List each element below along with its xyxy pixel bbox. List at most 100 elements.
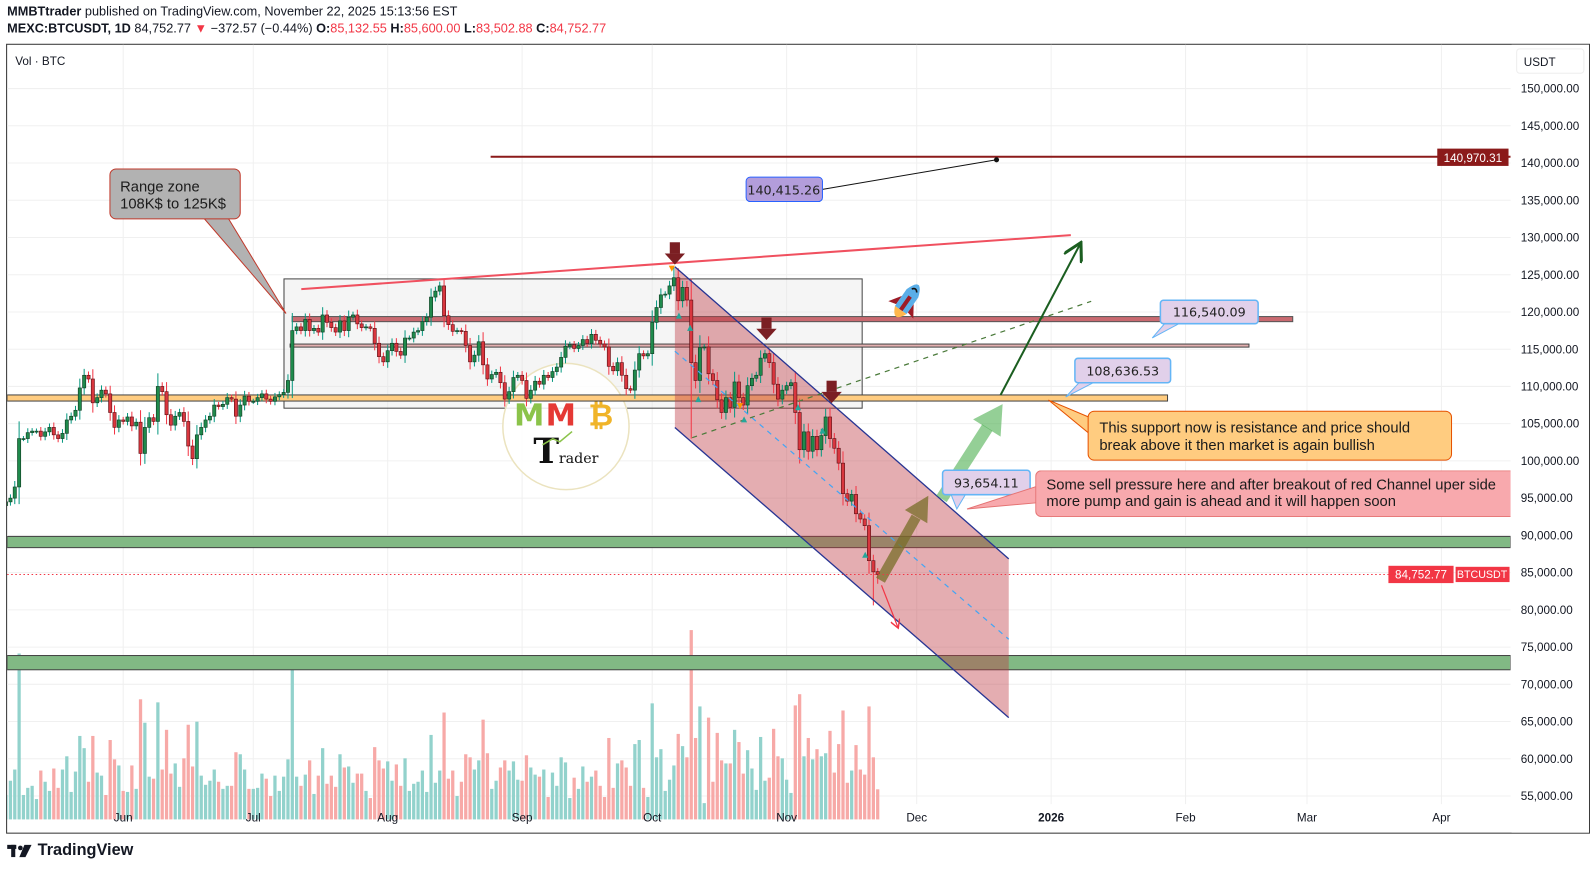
volume-bar — [477, 760, 481, 820]
sell-pressure-note-text-1: Some sell pressure here and after breako… — [1046, 477, 1497, 494]
low-label: L: — [463, 21, 477, 36]
resistance-note-callout[interactable]: This support now is resistance and price… — [1048, 399, 1453, 461]
candle — [750, 377, 754, 386]
price-tick-label: 120,000.00 — [1521, 306, 1580, 319]
sell-pressure-note-callout[interactable]: Some sell pressure here and after breako… — [1035, 470, 1511, 518]
candle — [86, 374, 91, 380]
price-tick-label: 55,000.00 — [1521, 790, 1573, 803]
candle — [7, 501, 9, 506]
candle — [260, 393, 264, 398]
candle — [520, 374, 525, 381]
candle — [819, 435, 824, 451]
price-label-108k[interactable]: 108,636.53 — [1065, 357, 1172, 398]
candle — [723, 397, 728, 413]
volume-legend[interactable]: Vol · BTC — [15, 55, 65, 68]
open-value: 85,132.55 — [330, 21, 387, 36]
candle — [797, 412, 802, 451]
volume-bar — [568, 798, 572, 820]
price-tick-label: 60,000.00 — [1521, 753, 1573, 766]
candle — [277, 394, 282, 398]
tradingview-logo[interactable]: TradingView — [7, 842, 133, 860]
candle — [632, 369, 637, 391]
volume-bar — [581, 766, 585, 820]
close-value: 84,752.77 — [549, 21, 607, 36]
channel-upper-line[interactable] — [674, 266, 1010, 560]
level-line-116k[interactable] — [289, 343, 1250, 348]
volume-bar — [876, 789, 880, 820]
time-axis[interactable]: Jun Jul Aug Sep Oct Nov Dec 2026 Feb Mar Apr — [114, 811, 1451, 824]
candle — [307, 319, 312, 331]
volume-bar — [412, 783, 416, 820]
volume-bar — [555, 785, 559, 820]
price-axis-ticks: 150,000.00 145,000.00 140,000.00 135,000.00… — [1521, 83, 1580, 803]
volume-bar — [693, 737, 698, 820]
volume-bar — [156, 702, 160, 820]
volume-bar — [91, 735, 95, 820]
level-price-tag-text: 140,970.31 — [1444, 152, 1503, 165]
candle — [247, 395, 251, 402]
trend-line-red[interactable] — [301, 234, 1071, 291]
candle — [338, 320, 342, 333]
volume-bar — [867, 706, 871, 820]
volume-bar — [186, 724, 190, 820]
volume-bar — [659, 749, 663, 820]
volume-bar — [43, 781, 47, 820]
candle — [719, 399, 724, 413]
volume-bar — [199, 775, 203, 820]
price-tick-label: 150,000.00 — [1521, 83, 1580, 96]
support-band-73k[interactable] — [7, 655, 1511, 671]
volume-bar — [850, 770, 854, 820]
price-tick-label: 80,000.00 — [1521, 604, 1573, 617]
volume-bar — [160, 769, 164, 820]
price-label-116k[interactable]: 116,540.09 — [1151, 299, 1259, 339]
candle — [841, 462, 845, 494]
candle — [186, 421, 191, 447]
candle — [147, 417, 152, 428]
drop-arrow-icon[interactable] — [880, 585, 898, 627]
volume-bar — [819, 756, 823, 820]
candle — [810, 436, 815, 452]
candle — [51, 427, 56, 436]
resistance-band-119k[interactable] — [291, 316, 1294, 323]
volume-bar — [524, 755, 529, 820]
candle — [433, 290, 438, 298]
arrow-down-icon[interactable] — [821, 380, 842, 404]
volume-bar — [446, 778, 451, 820]
candle — [442, 285, 447, 316]
volume-bar — [589, 776, 594, 820]
support-band-90k[interactable] — [7, 535, 1511, 549]
support-resistance-band-108k[interactable] — [7, 394, 1169, 402]
volume-bar — [130, 765, 134, 820]
arrow-down-icon[interactable] — [664, 242, 686, 265]
price-label-93k[interactable]: 93,654.11 — [941, 469, 1031, 511]
volume-bar — [169, 773, 173, 820]
author-name[interactable]: MMBTtrader — [7, 4, 82, 19]
symbol-name[interactable]: MEXC:BTCUSDT, 1D — [7, 21, 131, 36]
candle — [342, 320, 347, 331]
volume-bar — [754, 789, 758, 820]
channel-mid-line[interactable] — [674, 350, 1010, 640]
price-axis[interactable] — [1511, 44, 1589, 833]
candle — [90, 378, 95, 404]
volume-bar — [373, 747, 377, 820]
target-price-label[interactable]: 140,415.26 — [745, 157, 1000, 203]
candle — [671, 277, 676, 287]
candle — [346, 316, 351, 331]
arrow-down-icon[interactable] — [756, 317, 777, 340]
volume-bar — [516, 779, 520, 820]
rocket-icon — [888, 284, 920, 319]
candle — [645, 353, 650, 357]
candle — [407, 337, 412, 340]
volume-bar — [546, 797, 550, 820]
candle — [767, 353, 772, 363]
volume-bar — [325, 783, 329, 820]
currency-button[interactable]: USDT — [1516, 48, 1585, 74]
projection-arrow-icon[interactable] — [876, 495, 929, 583]
candle — [680, 287, 685, 302]
bullish-arrow-icon[interactable] — [999, 244, 1080, 396]
range-zone-callout[interactable]: Range zone 108K$ to 125K$ — [109, 168, 287, 314]
channel-lower-line[interactable] — [674, 427, 1010, 719]
candle — [12, 486, 17, 499]
volume-bar — [598, 785, 602, 820]
